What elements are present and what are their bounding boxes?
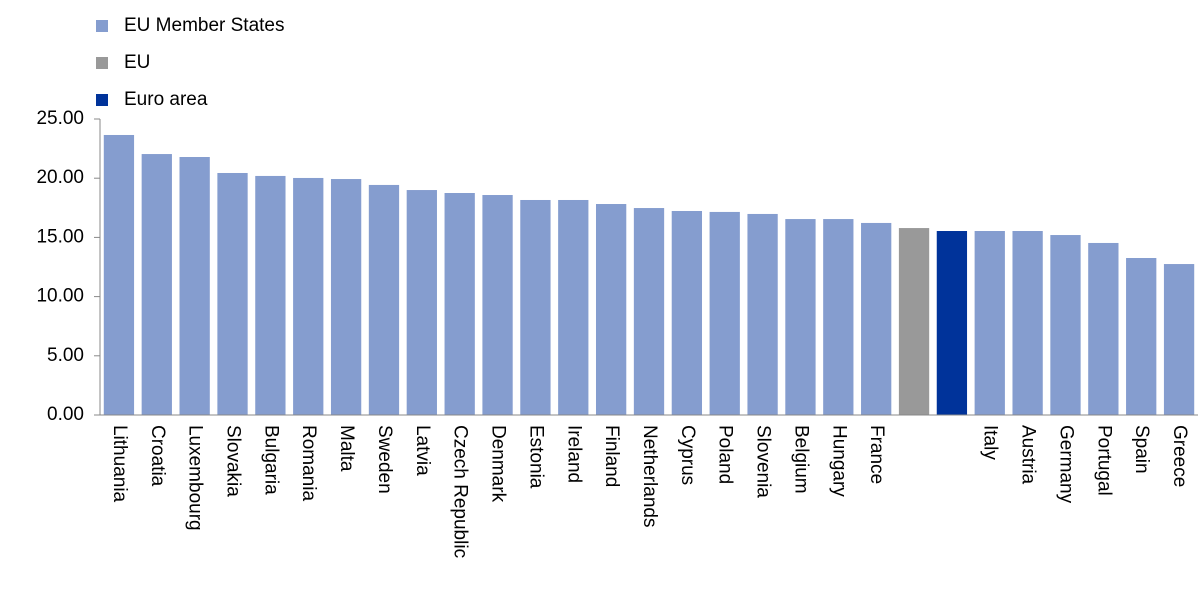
x-tick-label: France (866, 425, 887, 484)
legend-swatch (96, 20, 108, 32)
x-tick-label: Estonia (525, 425, 546, 489)
bar (1088, 242, 1119, 415)
x-tick-label: Romania (298, 425, 319, 501)
bar (861, 222, 892, 415)
bar (936, 231, 968, 415)
y-tick-label: 0.00 (47, 404, 84, 425)
bar (368, 184, 400, 415)
x-tick-label: Poland (715, 425, 736, 484)
x-tick-label: Ireland (563, 425, 584, 483)
x-tick-label: Cyprus (677, 425, 698, 485)
bar (255, 175, 286, 415)
x-tick-label: Belgium (790, 425, 811, 494)
y-tick-label: 20.00 (36, 167, 84, 188)
x-tick-label: Slovenia (753, 425, 774, 498)
bar (482, 195, 513, 415)
bar (293, 177, 324, 415)
bar (103, 134, 135, 415)
x-tick-label: Lithuania (109, 425, 130, 503)
x-tick-label: Austria (1018, 425, 1039, 485)
x-tick-label: Denmark (488, 425, 509, 503)
y-tick-label: 25.00 (36, 108, 84, 129)
bar (785, 219, 816, 415)
x-tick-label: Bulgaria (260, 425, 281, 495)
x-tick-label: Finland (601, 425, 622, 487)
legend-swatch (96, 94, 108, 106)
bar (141, 154, 172, 416)
x-tick-label: Netherlands (639, 425, 660, 527)
x-tick-label: Greece (1169, 425, 1190, 487)
x-tick-label: Spain (1131, 425, 1152, 474)
bar (823, 219, 854, 415)
x-tick-label: Portugal (1093, 425, 1114, 496)
bar (1126, 258, 1157, 415)
x-tick-label: Hungary (828, 425, 849, 497)
x-tick-label: Germany (1055, 425, 1076, 504)
bar (520, 199, 551, 415)
bar (1163, 264, 1195, 415)
bar (1050, 235, 1081, 415)
bar (444, 193, 475, 415)
x-tick-label: Sweden (374, 425, 395, 494)
legend-label: EU (124, 52, 150, 73)
x-tick-label: Luxembourg (185, 425, 206, 531)
x-tick-label: Croatia (147, 425, 168, 487)
bar (633, 208, 665, 415)
legend-swatch (96, 57, 108, 69)
x-tick-label: Italy (980, 425, 1001, 460)
bar (558, 199, 589, 415)
bar (595, 204, 627, 415)
legend-label: EU Member States (124, 15, 285, 36)
bar (898, 228, 930, 415)
legend-label: Euro area (124, 89, 208, 110)
bar (709, 211, 740, 415)
bar (974, 231, 1005, 415)
x-tick-label: Czech Republic (450, 425, 471, 558)
x-tick-label: Malta (336, 425, 357, 472)
bar (330, 179, 362, 415)
bar (217, 172, 248, 415)
bar (406, 190, 437, 415)
y-tick-label: 10.00 (36, 286, 84, 307)
bar (671, 210, 703, 415)
bar (1012, 231, 1043, 415)
y-tick-label: 5.00 (47, 345, 84, 366)
bar (747, 213, 778, 415)
x-tick-label: Slovakia (223, 425, 244, 497)
x-tick-label: Latvia (412, 425, 433, 476)
bar (179, 157, 210, 415)
y-tick-label: 15.00 (36, 226, 84, 247)
